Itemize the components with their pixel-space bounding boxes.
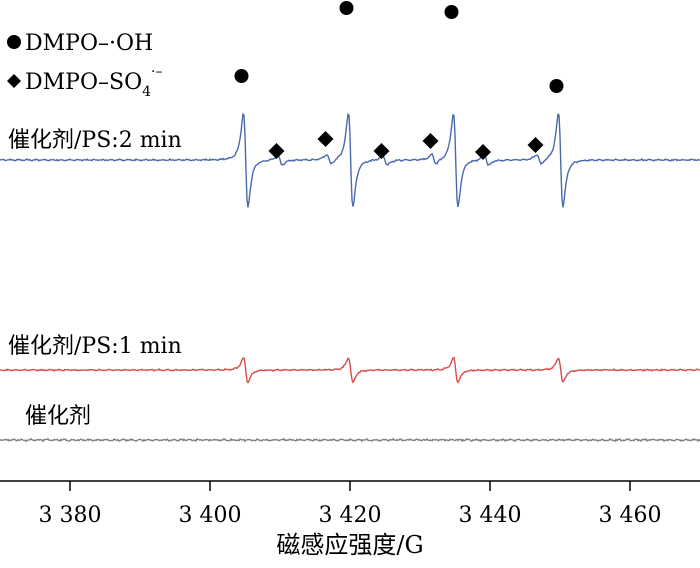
dmpo-oh-marker [444, 5, 459, 19]
x-tick-label: 3 460 [599, 503, 662, 528]
traces [0, 112, 700, 443]
trace-line [0, 356, 700, 384]
dmpo-so4-marker [422, 133, 439, 149]
x-tick-label: 3 380 [39, 503, 102, 528]
trace-label-catalyst: 催化剂 [25, 404, 91, 429]
legend-label-so4: DMPO–SO4·– [25, 64, 163, 100]
legend-label-so4-sub: 4 [142, 84, 151, 100]
legend-label-so4-sup: ·– [151, 64, 162, 80]
dmpo-so4-marker [475, 144, 491, 160]
x-tick-label: 3 420 [319, 503, 382, 528]
dmpo-so4-marker [317, 131, 334, 147]
legend-label-so4-main: DMPO–SO [25, 70, 142, 95]
dmpo-oh-marker [339, 1, 354, 15]
trace-label-ps-2min: 催化剂/PS:2 min [8, 128, 182, 153]
legend: DMPO–·OH DMPO–SO4·– [7, 31, 163, 100]
peak-markers [234, 1, 564, 160]
trace-line [0, 112, 700, 208]
dmpo-so4-marker [373, 143, 390, 159]
dmpo-so4-marker [527, 137, 544, 153]
trace-line [0, 437, 700, 443]
dmpo-oh-marker [234, 69, 249, 83]
x-tick-label: 3 440 [459, 503, 522, 528]
legend-circle-marker [7, 35, 21, 49]
dmpo-so4-marker [268, 143, 285, 159]
x-axis-ticks: 3 380 3 400 3 420 3 440 3 460 [39, 481, 662, 528]
dmpo-oh-marker [549, 79, 564, 93]
x-tick-label: 3 400 [179, 503, 242, 528]
legend-label-oh: DMPO–·OH [25, 31, 153, 56]
x-axis-label: 磁感应强度/G [276, 531, 423, 559]
trace-label-ps-1min: 催化剂/PS:1 min [8, 334, 182, 359]
legend-diamond-marker [7, 74, 21, 88]
